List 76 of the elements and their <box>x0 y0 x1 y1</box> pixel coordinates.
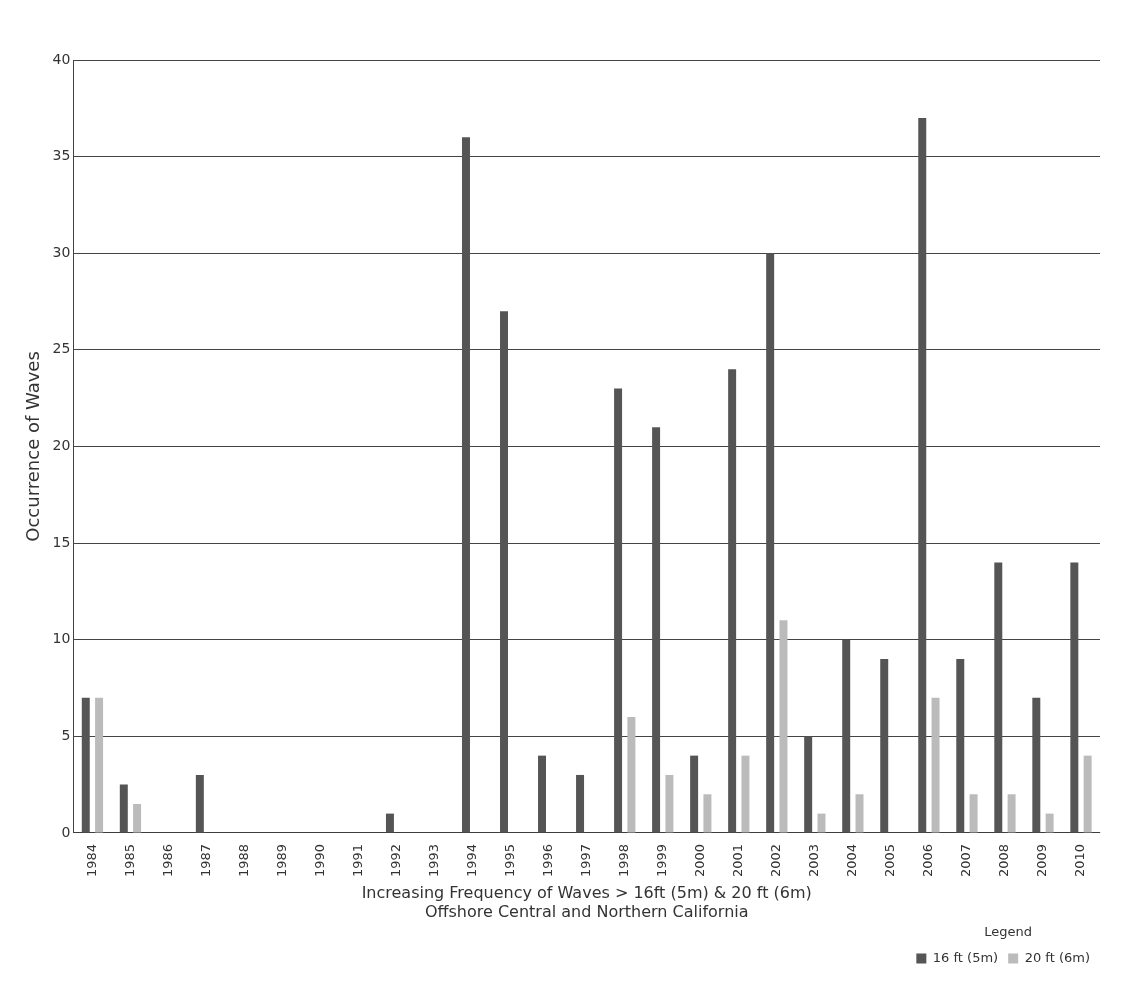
y-tick-label: 5 <box>61 726 71 743</box>
x-tick-label: 2007 <box>958 843 974 878</box>
bar <box>1007 794 1016 833</box>
x-tick-label: 2005 <box>882 843 898 878</box>
bar <box>918 117 927 833</box>
x-tick-label: 1990 <box>311 843 327 878</box>
x-tick-label: 2002 <box>768 843 784 878</box>
bar <box>665 774 674 833</box>
bar <box>81 697 90 833</box>
x-axis-title: Increasing Frequency of Waves > 16ft (5m) & 20 ft (6m) Offshore Central and Northern California <box>361 882 812 921</box>
x-tick-label: 2009 <box>1034 843 1050 878</box>
bar <box>728 369 737 833</box>
y-tick-label: 35 <box>52 147 71 164</box>
bar <box>969 794 978 833</box>
bar <box>994 562 1003 833</box>
bar <box>842 639 851 833</box>
x-tick-label: 2001 <box>730 843 746 878</box>
x-tick-label: 1992 <box>387 843 403 878</box>
bar <box>133 803 142 833</box>
x-tick-label: 2008 <box>996 843 1012 878</box>
bar <box>804 736 813 833</box>
bar <box>855 794 864 833</box>
bar <box>614 388 623 833</box>
x-tick-label: 1986 <box>159 843 175 878</box>
bar <box>627 716 636 833</box>
legend-label: 20 ft (6m) <box>1024 949 1091 965</box>
bar <box>500 311 508 833</box>
bar <box>1070 562 1079 833</box>
bar <box>119 784 128 833</box>
x-tick-label: 1997 <box>578 843 594 878</box>
x-tick-label: 2010 <box>1072 843 1088 878</box>
bar <box>931 697 940 833</box>
x-tick-label: 2004 <box>844 843 860 878</box>
bar <box>956 659 965 833</box>
bar <box>779 620 788 833</box>
bar <box>703 794 712 833</box>
y-tick-label: 25 <box>52 340 71 357</box>
legend-title: Legend <box>984 924 1033 940</box>
bar <box>385 813 394 833</box>
x-tick-label: 1994 <box>464 843 480 878</box>
y-tick-label: 10 <box>52 630 71 647</box>
bar <box>95 697 104 833</box>
bar <box>195 774 204 833</box>
x-tick-label: 2003 <box>806 843 822 878</box>
bar <box>1083 755 1092 833</box>
x-tick-label: 1995 <box>502 843 518 878</box>
y-tick-label: 30 <box>52 243 71 260</box>
bar <box>741 755 750 833</box>
x-tick-label: 2006 <box>920 843 936 878</box>
bar <box>690 755 699 833</box>
x-tick-label: 1996 <box>540 843 556 878</box>
bar <box>576 774 585 833</box>
y-tick-label: 40 <box>52 50 71 67</box>
legend-label: 16 ft (5m) <box>932 949 999 965</box>
x-tick-label: 1984 <box>83 843 99 878</box>
x-tick-label: 1989 <box>273 843 289 878</box>
x-tick-label: 1991 <box>349 843 365 878</box>
bar <box>817 813 826 833</box>
bar <box>538 755 547 833</box>
x-tick-label: 1993 <box>426 843 441 878</box>
bar <box>880 659 889 833</box>
y-tick-label: 0 <box>61 823 71 840</box>
x-tick-label: 1998 <box>616 843 632 878</box>
bar <box>766 253 775 833</box>
x-tick-label: 2000 <box>692 843 708 878</box>
bar <box>462 137 470 833</box>
y-tick-label: 15 <box>52 533 71 550</box>
bar <box>1045 813 1054 833</box>
x-tick-label: 1985 <box>121 843 137 878</box>
y-axis-title: Occurrence of Waves <box>22 351 44 542</box>
bar <box>652 427 661 833</box>
bar <box>1032 697 1041 833</box>
y-tick-label: 20 <box>52 437 71 454</box>
x-tick-label: 1988 <box>235 843 251 878</box>
x-tick-label: 1987 <box>197 843 213 878</box>
x-tick-label: 1999 <box>654 843 670 878</box>
